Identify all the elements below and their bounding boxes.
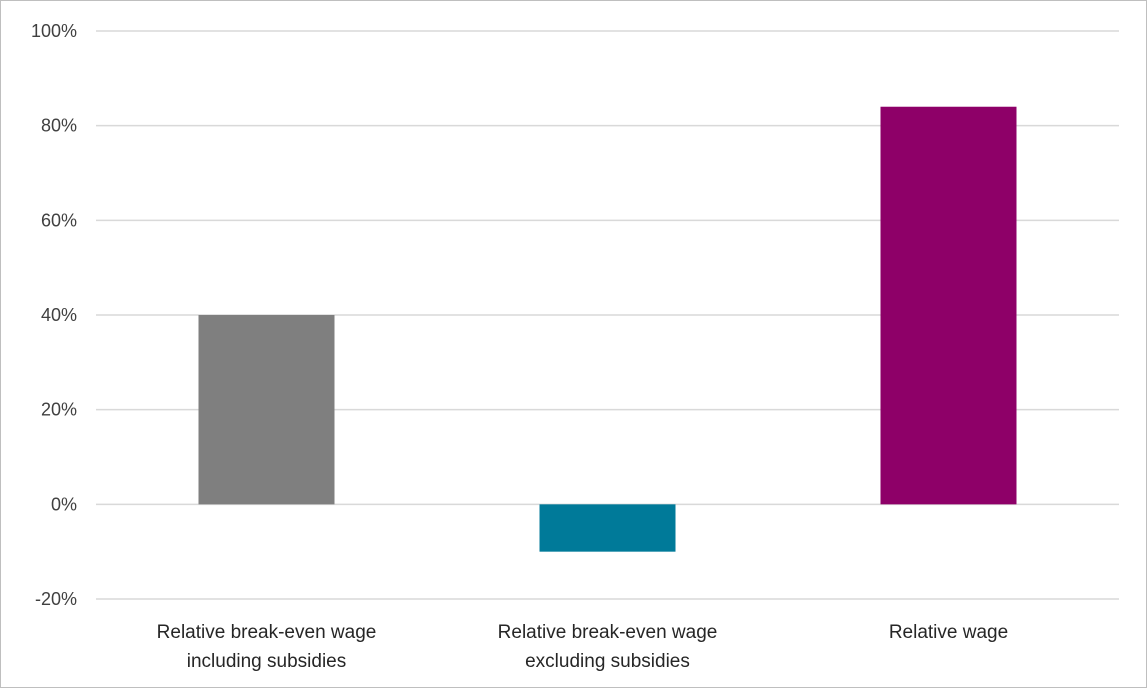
x-category-label: Relative wage xyxy=(889,622,1008,643)
y-tick-label: 40% xyxy=(41,305,77,325)
x-category-label: Relative break-even wage including subsid… xyxy=(157,622,377,672)
y-axis-tick-labels: -20% 0% 20% 40% 60% 80% 100% xyxy=(31,21,77,609)
bar-3 xyxy=(880,106,1017,505)
y-tick-label: 100% xyxy=(31,21,77,41)
y-tick-label: 20% xyxy=(41,400,77,420)
y-tick-label: -20% xyxy=(35,589,77,609)
bar-2 xyxy=(539,504,676,552)
x-axis-category-labels: Relative break-even wage including subsid… xyxy=(157,622,1009,672)
bars xyxy=(198,106,1017,552)
y-tick-label: 0% xyxy=(51,494,77,514)
bar-1 xyxy=(198,315,335,505)
x-category-label: Relative break-even wage excluding subsid… xyxy=(498,622,718,672)
y-tick-label: 80% xyxy=(41,116,77,136)
y-tick-label: 60% xyxy=(41,210,77,230)
